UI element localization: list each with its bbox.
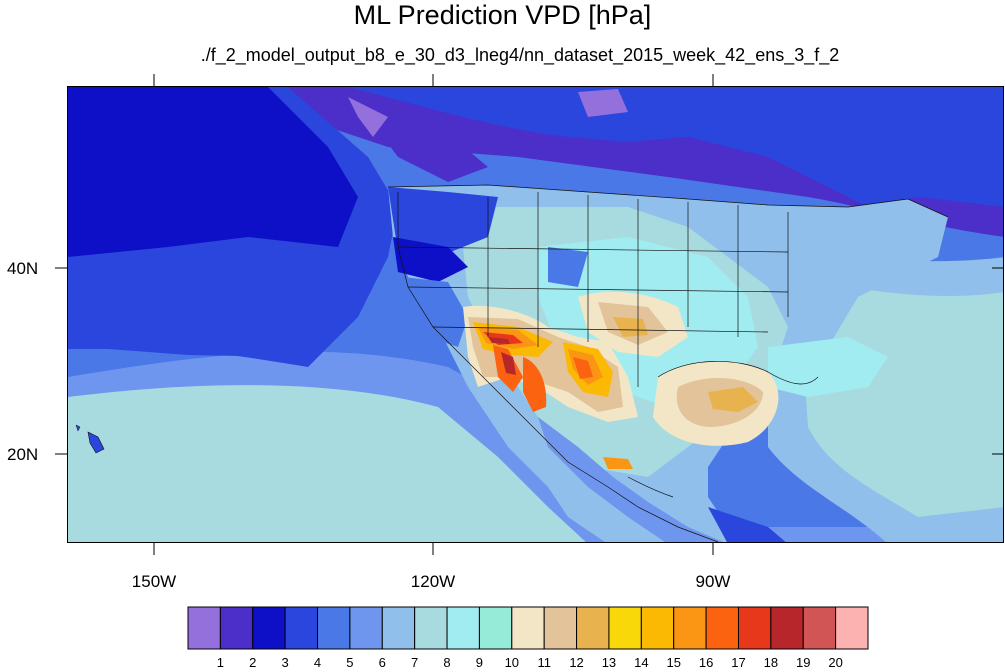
colorbar-swatch-12 xyxy=(543,606,578,650)
colorbar-level-label: 12 xyxy=(569,655,584,670)
colorbar-swatch-14 xyxy=(608,606,642,650)
colorbar-swatch-10 xyxy=(478,606,513,650)
colorbar-level-label: 4 xyxy=(313,655,322,670)
colorbar-level-label: 20 xyxy=(828,655,843,670)
colorbar-level-label: 7 xyxy=(411,655,419,670)
colorbar-swatch-9 xyxy=(446,606,480,650)
colorbar-level-label: 15 xyxy=(666,655,681,670)
colorbar-swatch-15 xyxy=(640,606,675,650)
colorbar-level-label: 8 xyxy=(443,655,451,670)
colorbar-level-label: 10 xyxy=(504,655,520,670)
colorbar-level-label: 13 xyxy=(601,655,617,670)
colorbar-swatch-7 xyxy=(381,606,416,650)
colorbar-level-label: 2 xyxy=(249,655,257,670)
colorbar-swatch-4 xyxy=(284,606,319,650)
colorbar-swatch-20 xyxy=(802,606,837,650)
colorbar-swatch-2 xyxy=(219,606,254,650)
colorbar-swatch-19 xyxy=(770,606,804,650)
lat-label-20n: 20N xyxy=(7,445,39,464)
lon-label-120w: 120W xyxy=(410,572,456,591)
colorbar-level-label: 6 xyxy=(378,655,386,670)
colorbar-level-label: 1 xyxy=(216,655,224,670)
colorbar-swatch-3 xyxy=(252,606,286,650)
colorbar-swatch-1 xyxy=(187,606,221,650)
map-subtitle: ./f_2_model_output_b8_e_30_d3_lneg4/nn_d… xyxy=(200,45,840,65)
map-panel xyxy=(67,86,1004,543)
colorbar-level-label: 19 xyxy=(796,655,811,670)
colorbar-level-label: 17 xyxy=(731,655,746,670)
colorbar xyxy=(187,606,869,650)
colorbar-swatch-17 xyxy=(705,606,739,650)
colorbar-swatch-21 xyxy=(835,606,869,650)
colorbar-swatch-6 xyxy=(349,606,383,650)
colorbar-level-label: 11 xyxy=(537,655,551,670)
colorbar-swatch-5 xyxy=(317,606,351,650)
colorbar-swatch-13 xyxy=(576,606,610,650)
colorbar-swatch-16 xyxy=(673,606,707,650)
colorbar-swatch-11 xyxy=(511,606,545,650)
colorbar-level-label: 14 xyxy=(634,655,649,670)
colorbar-swatch-18 xyxy=(737,606,772,650)
colorbar-level-label: 5 xyxy=(346,655,354,670)
colorbar-level-label: 16 xyxy=(698,655,714,670)
lat-label-40n: 40N xyxy=(7,259,39,278)
vpd-field-map xyxy=(68,87,1003,542)
map-title: ML Prediction VPD [hPa] xyxy=(353,0,652,30)
colorbar-level-label: 9 xyxy=(475,655,484,670)
lon-label-90w: 90W xyxy=(695,572,731,591)
colorbar-level-label: 18 xyxy=(763,655,779,670)
lon-label-150w: 150W xyxy=(131,572,177,591)
colorbar-swatch-8 xyxy=(414,606,448,650)
colorbar-level-label: 3 xyxy=(281,655,289,670)
